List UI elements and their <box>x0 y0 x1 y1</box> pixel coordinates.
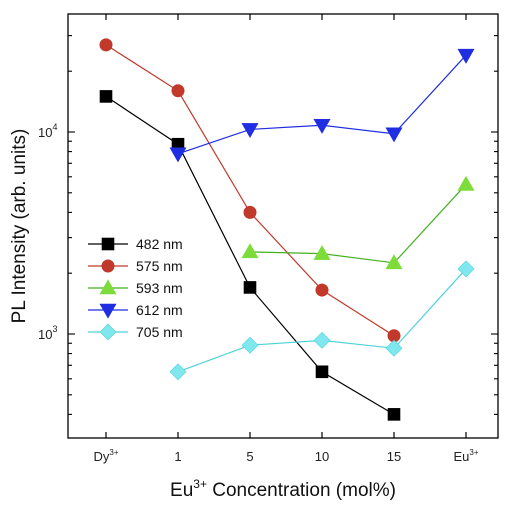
plot-frame <box>67 13 499 439</box>
series-482-nm <box>99 90 401 421</box>
legend-label: 575 nm <box>136 258 183 274</box>
legend-item-612-nm: 612 nm <box>88 302 183 319</box>
legend-label: 482 nm <box>136 236 183 252</box>
y-tick-label: 103 <box>38 324 57 342</box>
data-point <box>241 123 259 139</box>
legend-marker <box>99 323 117 341</box>
data-point <box>387 408 401 421</box>
series-612-nm <box>169 48 475 163</box>
y-axis-title: PL Intensity (arb. units) <box>9 129 30 324</box>
data-point <box>457 48 475 64</box>
legend-item-705-nm: 705 nm <box>88 323 183 341</box>
x-tick-label: 10 <box>315 449 329 464</box>
series-layer <box>99 38 475 421</box>
data-point <box>243 281 257 294</box>
data-point <box>99 38 113 52</box>
data-point <box>385 339 403 357</box>
x-tick-label: Eu3+ <box>453 448 478 464</box>
data-point <box>313 245 331 260</box>
series-line <box>177 54 467 155</box>
legend-marker <box>101 237 115 251</box>
legend-label: 593 nm <box>136 280 183 296</box>
data-point <box>457 175 475 191</box>
legend-item-482-nm: 482 nm <box>88 236 183 252</box>
data-point <box>313 331 331 349</box>
legend-item-575-nm: 575 nm <box>88 258 183 274</box>
legend-label: 705 nm <box>136 324 183 340</box>
data-point <box>385 254 403 270</box>
data-point <box>313 118 331 134</box>
x-tick-label: 15 <box>387 449 401 464</box>
x-tick-label: 5 <box>246 449 253 464</box>
legend-marker <box>101 259 115 273</box>
x-tick-label: Dy3+ <box>93 448 118 464</box>
legend-item-593-nm: 593 nm <box>88 279 183 296</box>
data-point <box>315 283 329 297</box>
x-axis-title: Eu3+ Concentration (mol%) <box>170 477 396 501</box>
y-tick-label: 104 <box>38 122 57 140</box>
series-line <box>249 184 467 264</box>
series-593-nm <box>241 175 475 270</box>
legend-marker <box>99 279 117 295</box>
data-point <box>171 84 185 98</box>
data-point <box>315 365 329 379</box>
data-point <box>385 127 403 143</box>
legend-label: 612 nm <box>136 302 183 318</box>
series-575-nm <box>99 38 401 343</box>
series-705-nm <box>169 260 475 381</box>
legend: 482 nm 575 nm 593 nm 612 nm 705 nm <box>88 236 183 341</box>
x-tick-label: 1 <box>174 449 181 464</box>
legend-marker <box>99 303 117 319</box>
data-point <box>243 205 257 219</box>
data-point <box>241 243 259 259</box>
data-point <box>457 260 475 278</box>
data-point <box>241 336 259 354</box>
data-point <box>169 147 187 163</box>
data-point <box>169 363 187 381</box>
data-point <box>99 90 113 103</box>
